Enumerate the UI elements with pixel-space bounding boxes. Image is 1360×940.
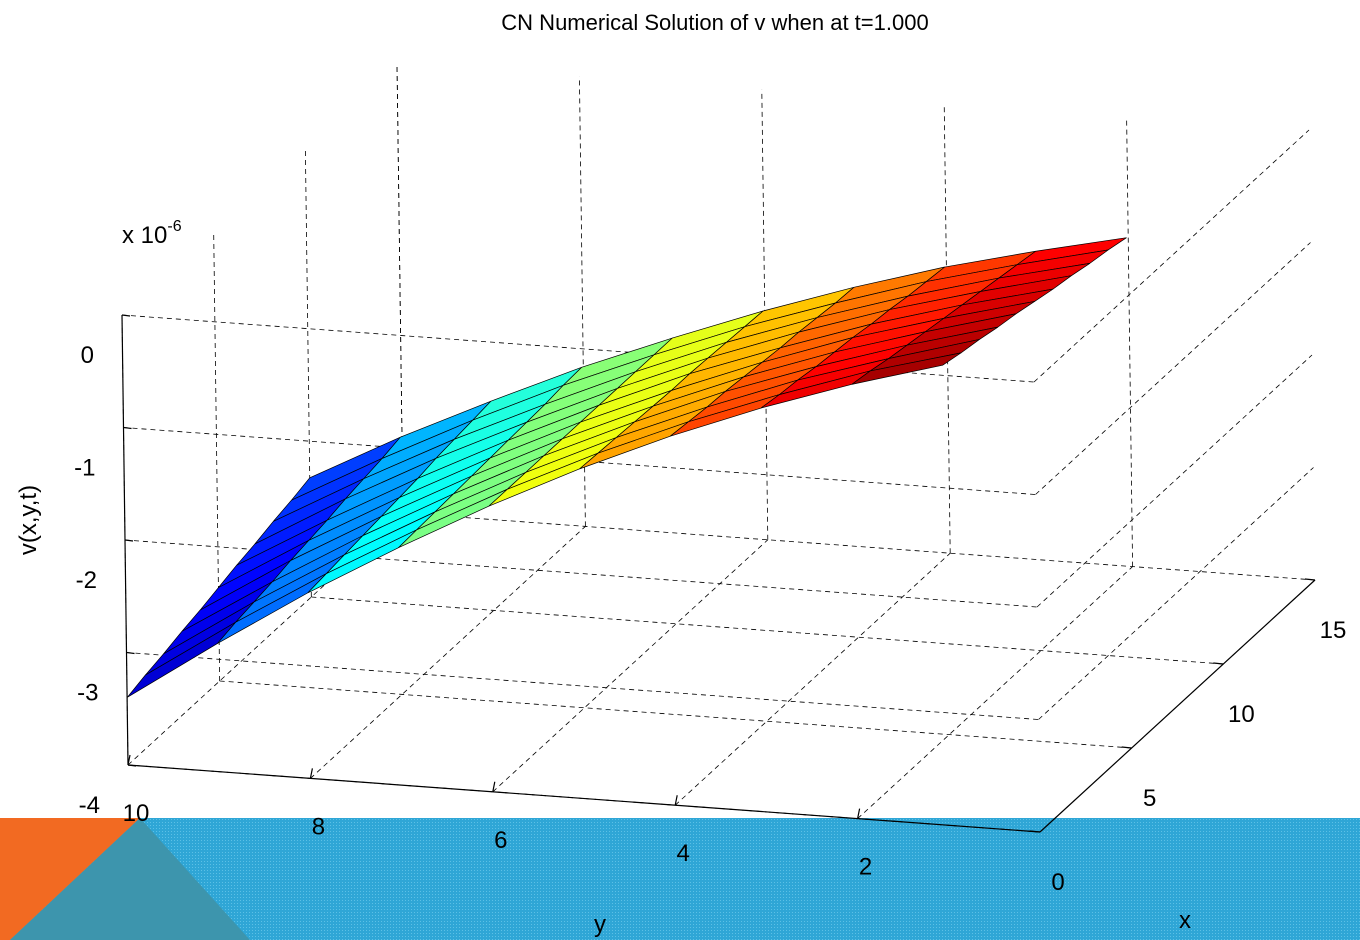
x-tick — [1304, 578, 1316, 581]
z-tick — [121, 314, 131, 317]
x-tick — [1213, 662, 1224, 665]
y-tick-label: 4 — [677, 840, 690, 867]
y-tick-label: 2 — [859, 854, 872, 881]
x-tick-label: 10 — [1228, 701, 1255, 728]
x-axis — [1039, 579, 1316, 833]
z-tick-label: -2 — [76, 567, 97, 594]
x-grid-line — [402, 512, 1316, 581]
y-tick — [674, 795, 678, 806]
y-grid-line — [1126, 116, 1133, 567]
y-grid-line — [492, 539, 769, 793]
z-tick-label: -3 — [77, 680, 98, 707]
z-tick — [126, 651, 135, 655]
multiplier-base: x 10 — [122, 222, 167, 249]
x-tick-label: 15 — [1320, 617, 1347, 644]
surface-patch — [851, 352, 962, 385]
z-tick — [124, 539, 134, 542]
x-tick — [1029, 830, 1041, 833]
x-tick-label: 5 — [1143, 785, 1156, 812]
z-axis-label: v(x,y,t) — [15, 485, 42, 555]
z-grid-line — [1035, 242, 1311, 495]
y-tick — [857, 808, 861, 819]
y-tick-label: 8 — [312, 813, 325, 840]
y-grid-line — [857, 566, 1133, 819]
multiplier-exponent: -6 — [167, 218, 181, 235]
y-grid-line — [310, 526, 586, 779]
z-grid-line — [1036, 354, 1313, 608]
z-multiplier: x 10-6 — [122, 218, 182, 249]
y-tick — [492, 781, 496, 792]
y-tick-label: 6 — [494, 827, 507, 854]
z-tick-label: -4 — [79, 792, 100, 819]
x-tick — [1121, 746, 1132, 749]
y-tick — [309, 768, 313, 779]
y-grid-line — [674, 552, 951, 806]
chart-title: CN Numerical Solution of v when at t=1.0… — [501, 10, 928, 35]
z-tick-label: -1 — [74, 455, 95, 482]
z-grid-line — [1038, 467, 1314, 720]
x-axis-label: x — [1179, 907, 1191, 934]
x-grid-line — [219, 680, 1132, 749]
z-tick-label: 0 — [81, 342, 94, 369]
y-axis — [127, 764, 1041, 833]
z-tick — [123, 426, 132, 430]
z-grid-line — [1033, 129, 1310, 383]
y-tick-label: 10 — [123, 800, 150, 827]
teal-corner — [10, 818, 250, 940]
y-axis-label: y — [594, 911, 606, 938]
orange-corner — [0, 818, 140, 940]
z-tick — [127, 764, 137, 767]
x-tick-label: 0 — [1051, 869, 1064, 896]
y-tick — [127, 754, 131, 766]
plot-area: -4 -3 -2 -1 0 2 4 6 8 10 0 5 10 15 — [74, 62, 1347, 896]
x-grid-line — [311, 596, 1224, 665]
